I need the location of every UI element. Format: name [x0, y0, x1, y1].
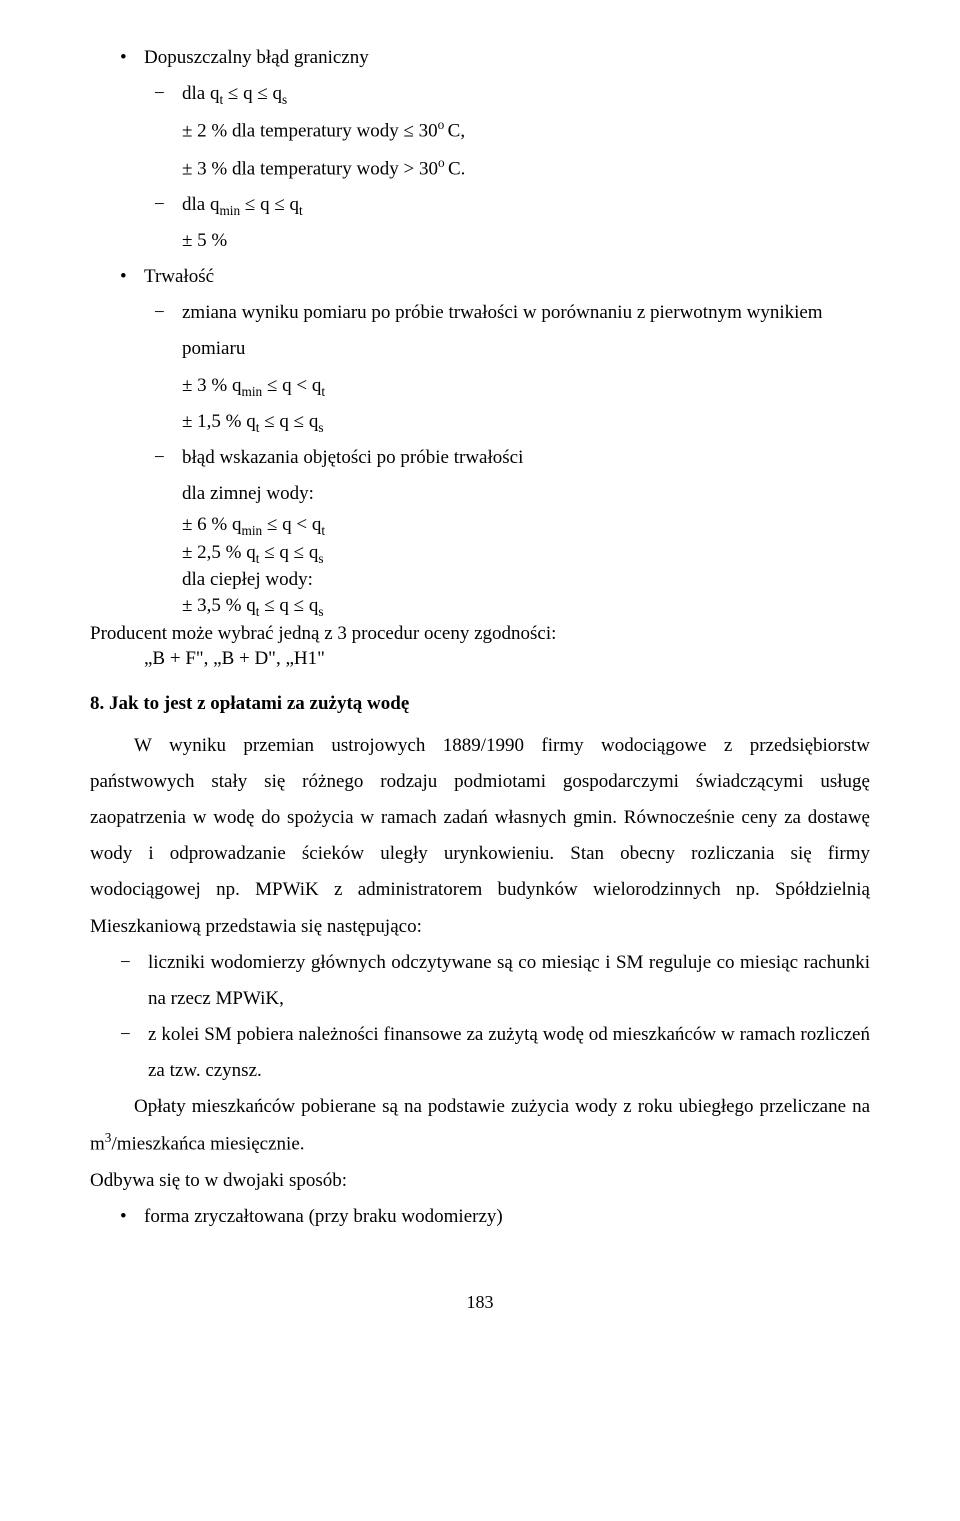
dash-item: − dla qmin ≤ q ≤ qt [154, 187, 870, 223]
bullet-item: • Trwałość [120, 259, 870, 295]
paragraph: W wyniku przemian ustrojowych 1889/1990 … [90, 728, 870, 945]
dash-text: zmiana wyniku pomiaru po próbie trwałośc… [182, 295, 823, 331]
dash-marker: − [154, 76, 182, 112]
indented-line: ± 6 % qmin ≤ q < qt [182, 512, 870, 540]
dash-text: dla qmin ≤ q ≤ qt [182, 187, 303, 223]
dash-text: liczniki wodomierzy głównych odczytywane… [148, 945, 870, 1017]
bullet-marker: • [120, 259, 144, 295]
dash-item: − błąd wskazania objętości po próbie trw… [154, 440, 870, 476]
dash-marker: − [120, 945, 148, 981]
dash-item: − zmiana wyniku pomiaru po próbie trwało… [154, 295, 870, 331]
dash-marker: − [154, 440, 182, 476]
indented-line: ± 3 % qmin ≤ q < qt [182, 368, 870, 404]
indented-line: pomiaru [182, 331, 870, 367]
paragraph: Odbywa się to w dwojaki sposób: [90, 1163, 870, 1199]
paragraph: Opłaty mieszkańców pobierane są na podst… [90, 1089, 870, 1163]
indented-line: ± 1,5 % qt ≤ q ≤ qs [182, 404, 870, 440]
section-heading: 8. Jak to jest z opłatami za zużytą wodę [90, 686, 870, 722]
document-page: • Dopuszczalny błąd graniczny − dla qt ≤… [0, 0, 960, 1379]
dash-marker: − [120, 1017, 148, 1053]
body-line: „B + F", „B + D", „H1" [144, 646, 870, 672]
bullet-text: Trwałość [144, 259, 214, 295]
dash-text: dla qt ≤ q ≤ qs [182, 76, 287, 112]
bullet-marker: • [120, 1199, 144, 1235]
bullet-text: Dopuszczalny błąd graniczny [144, 40, 369, 76]
bullet-text: forma zryczałtowana (przy braku wodomier… [144, 1199, 503, 1235]
dash-text: z kolei SM pobiera należności finansowe … [148, 1017, 870, 1089]
bullet-marker: • [120, 40, 144, 76]
indented-line: dla zimnej wody: [182, 476, 870, 512]
bullet-item: • forma zryczałtowana (przy braku wodomi… [120, 1199, 870, 1235]
dash-item: − liczniki wodomierzy głównych odczytywa… [120, 945, 870, 1017]
page-number: 183 [90, 1285, 870, 1319]
dash-item: − z kolei SM pobiera należności finansow… [120, 1017, 870, 1089]
body-line: Producent może wybrać jedną z 3 procedur… [90, 621, 870, 647]
dash-list: − liczniki wodomierzy głównych odczytywa… [120, 945, 870, 1089]
bullet-item: • Dopuszczalny błąd graniczny [120, 40, 870, 76]
dash-text: błąd wskazania objętości po próbie trwał… [182, 440, 523, 476]
indented-line: ± 2 % dla temperatury wody ≤ 30o C, [182, 112, 870, 149]
indented-line: ± 5 % [182, 223, 870, 259]
indented-line: ± 2,5 % qt ≤ q ≤ qs [182, 540, 870, 568]
indented-line: dla ciepłej wody: [182, 567, 870, 593]
indented-line: ± 3 % dla temperatury wody > 30o C. [182, 150, 870, 187]
dash-marker: − [154, 295, 182, 331]
dash-marker: − [154, 187, 182, 223]
indented-line: ± 3,5 % qt ≤ q ≤ qs [182, 593, 870, 621]
dash-item: − dla qt ≤ q ≤ qs [154, 76, 870, 112]
